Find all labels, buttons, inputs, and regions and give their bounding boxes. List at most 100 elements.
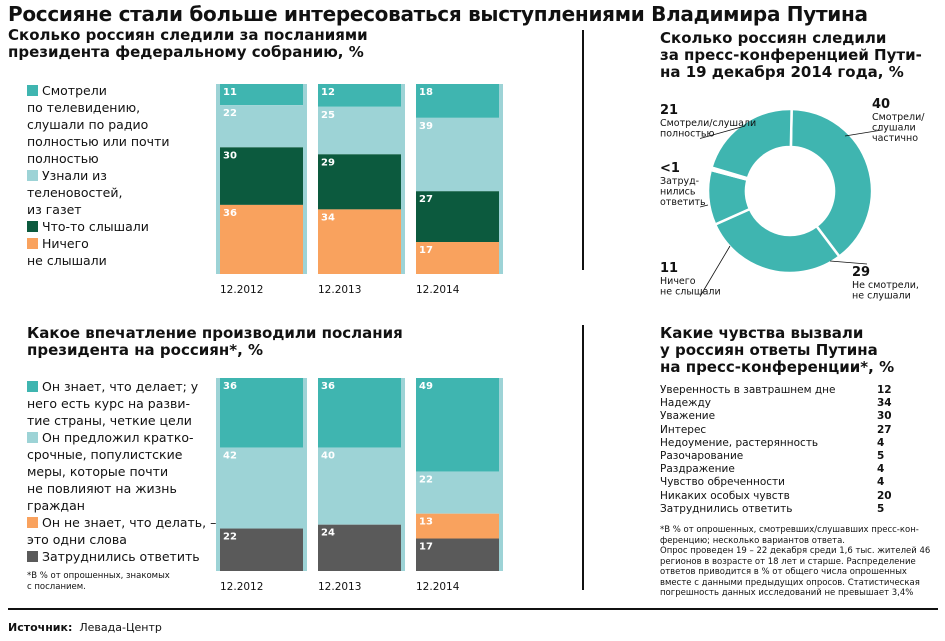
chart3-legend-line: Он предложил кратко-: [27, 429, 217, 446]
donut-value-label: 29: [852, 265, 870, 280]
donut-value-label: 11: [660, 261, 678, 276]
chart1-legend-swatch: [27, 170, 38, 181]
bar-value-label: 22: [419, 475, 433, 486]
bar-segment: [416, 471, 499, 514]
chart1-legend-line: из газет: [27, 202, 82, 217]
bar-divider: [499, 84, 503, 274]
table-row-label: Уверенность в завтрашнем дне: [660, 384, 836, 396]
chart4-note-line: *В % от опрошенных, смотревших/слушавших…: [660, 525, 919, 535]
table-row: Никаких особых чувств 20: [660, 490, 915, 503]
chart1-legend-line: Что-то слышали: [27, 218, 197, 235]
chart1-legend-line: Смотрели: [27, 82, 197, 99]
bar-value-label: 25: [321, 110, 335, 121]
chart3-legend-line: него есть курс на разви-: [27, 396, 191, 411]
chart4-footnote: *В % от опрошенных, смотревших/слушавших…: [660, 525, 942, 599]
bar-segment: [318, 524, 401, 571]
donut-leader-line: [699, 125, 746, 139]
chart1-legend-line: полностью: [27, 151, 99, 166]
chart1-legend-swatch: [27, 221, 38, 232]
chart3-legend-line: не повлияют на жизнь: [27, 481, 177, 496]
chart3-legend-swatch: [27, 517, 38, 528]
chart4-title: Какие чувства вызвали у россиян ответы П…: [660, 325, 894, 376]
chart4-note-line: вместе с данными предыдущих опросов. Ста…: [660, 577, 920, 588]
bar-segment: [318, 84, 401, 107]
table-row: Недоумение, растерянность 4: [660, 437, 915, 450]
bar-value-label: 34: [321, 212, 335, 223]
bar-value-label: 12: [321, 87, 335, 98]
bar-value-label: 40: [321, 450, 335, 461]
table-row-label: Раздражение: [660, 463, 735, 476]
donut-slice-label: ответить: [660, 197, 706, 208]
bar-value-label: 11: [223, 87, 237, 98]
table-row: Разочарование 5: [660, 450, 915, 463]
donut-slice-label: Не смотрели,: [852, 280, 919, 291]
chart1-legend-line: Узнали из: [27, 167, 197, 184]
chart2-title: Сколько россиян следили за пресс-конфере…: [660, 30, 922, 81]
bar-value-label: 17: [419, 245, 433, 256]
bar-segment: [318, 447, 401, 525]
bar-segment: [220, 447, 303, 529]
chart1-legend-swatch: [27, 85, 38, 96]
chart3-legend-swatch: [27, 432, 38, 443]
donut-slice-label: Смотрели/: [872, 112, 925, 123]
donut-slice-label: частично: [872, 133, 918, 144]
bar-segment: [318, 378, 401, 448]
bar-divider: [216, 378, 220, 571]
bar-value-label: 42: [223, 450, 237, 461]
donut-slice: [713, 207, 842, 275]
bar-divider: [303, 84, 307, 274]
chart1-title: Сколько россиян следили за посланиями пр…: [8, 27, 368, 61]
chart3-legend-swatch: [27, 551, 38, 562]
donut-slice-label: нились: [660, 187, 696, 198]
bar-value-label: 17: [419, 542, 433, 553]
chart3-legend-line: тие страны, четкие цели: [27, 413, 192, 428]
chart4-title-line3: на пресс-конференции*, %: [660, 358, 895, 376]
table-row-label: Надежду: [660, 397, 711, 410]
bar-segment: [220, 528, 303, 571]
chart4-note-line: ференцию; несколько вариантов ответа.: [660, 535, 846, 546]
source: Источник: Левада-Центр: [8, 621, 162, 634]
donut-leader-line: [699, 245, 731, 297]
table-row: Уважение 30: [660, 410, 915, 423]
donut-leader-line: [844, 129, 883, 137]
chart3-title-line2: президента на россиян*, %: [27, 341, 264, 359]
chart1-legend-line: по телевидению,: [27, 100, 141, 115]
donut-slice-label: Ничего: [660, 276, 696, 287]
bar-segment: [220, 105, 303, 148]
table-row-label: Интерес: [660, 423, 707, 436]
bar-divider: [499, 378, 503, 571]
chart2-title-line2: за пресс-конференцией Пути-: [660, 46, 922, 64]
chart4-note-line: ответов приводится в % от общего числа о…: [660, 567, 907, 577]
chart1-bars: 11 22 30 36 12.2012 12 25 29 34 12.2013 18 39 27 17 12…: [216, 84, 503, 296]
bar-value-label: 24: [321, 528, 335, 539]
chart2-title-line1: Сколько россиян следили: [660, 29, 887, 47]
bar-segment: [220, 378, 303, 448]
table-row-value: 5: [877, 502, 885, 515]
bar-value-label: 36: [223, 208, 237, 219]
chart3-footnote: *В % от опрошенных, знакомых с посланием…: [27, 571, 170, 592]
bar-divider: [303, 378, 307, 571]
bar-value-label: 13: [419, 517, 433, 528]
chart4-note-line: Опрос проведен 19 – 22 декабря среди 1,6…: [660, 546, 931, 556]
table-row-label: Никаких особых чувств: [660, 489, 790, 502]
chart1-title-line1: Сколько россиян следили за посланиями: [8, 26, 368, 44]
table-row-label: Чувство обреченности: [660, 476, 785, 489]
bar-divider: [401, 378, 405, 571]
chart3-legend-swatch: [27, 381, 38, 392]
chart3-title-line1: Какое впечатление производили послания: [27, 324, 403, 342]
table-row-value: 20: [877, 489, 892, 502]
bar-value-label: 29: [321, 157, 335, 168]
bar-segment: [416, 191, 499, 243]
table-row-value: 34: [877, 397, 892, 410]
chart1-legend: Смотрели по телевидению, слушали по радио п…: [27, 82, 197, 269]
bar-segment: [416, 242, 499, 274]
donut-value-label: <1: [660, 161, 680, 176]
chart3-legend-line: срочные, популистские: [27, 447, 183, 462]
table-row-value: 5: [877, 450, 885, 463]
x-tick-label: 12.2012: [220, 581, 263, 593]
table-row: Интерес 27: [660, 424, 915, 437]
bar-segment: [416, 378, 499, 472]
bar-divider: [216, 84, 220, 274]
chart3-legend: Он знает, что делает; у него есть курс на…: [27, 378, 217, 565]
